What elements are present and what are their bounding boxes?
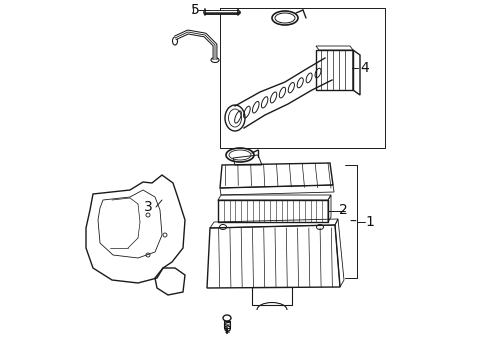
Text: 1: 1 xyxy=(365,215,374,229)
Text: 5: 5 xyxy=(191,3,199,17)
Text: 4: 4 xyxy=(360,61,369,75)
Text: –: – xyxy=(349,215,356,229)
Text: 6: 6 xyxy=(222,321,231,335)
Text: 2: 2 xyxy=(339,203,348,217)
Text: 3: 3 xyxy=(144,200,152,214)
